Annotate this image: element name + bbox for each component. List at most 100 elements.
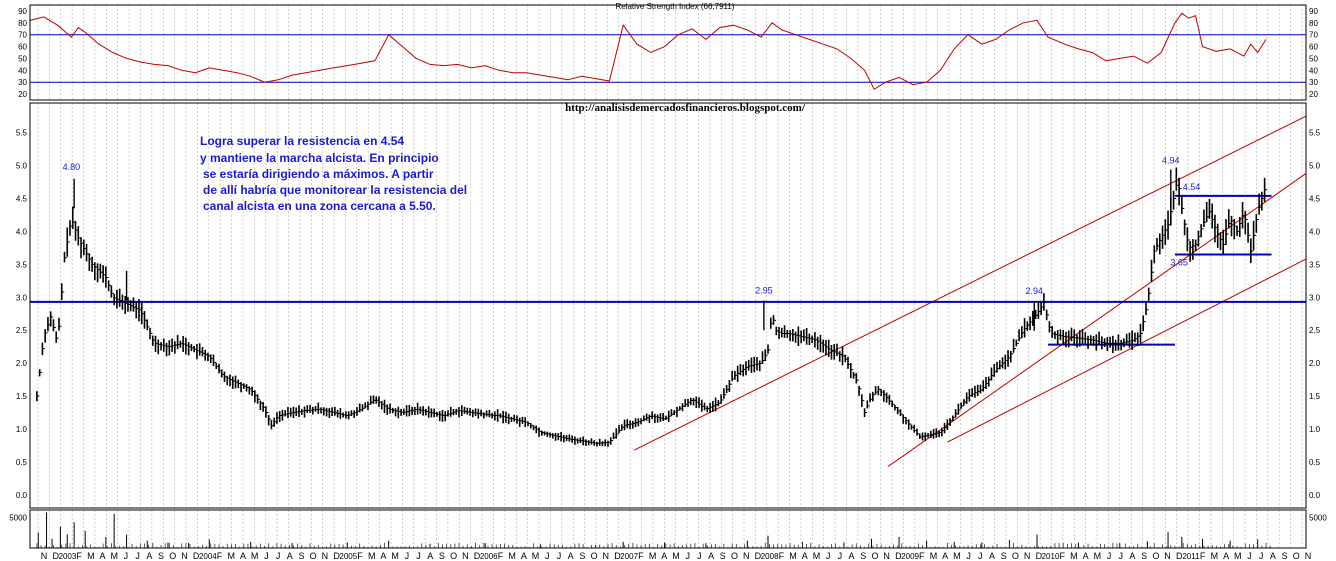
- rsi-tick-label: 40: [1309, 66, 1318, 75]
- x-tick-label: F: [1059, 551, 1065, 561]
- level-annotation: 4.80: [63, 162, 81, 172]
- x-tick-label: M: [1211, 551, 1219, 561]
- x-tick-label: J: [1118, 551, 1123, 561]
- x-tick-label: A: [380, 551, 386, 561]
- x-tick-label: J: [966, 551, 971, 561]
- price-bars: [36, 167, 1268, 447]
- level-annotation: 3.65: [1170, 258, 1188, 268]
- price-tick-label: 2.0: [16, 359, 28, 368]
- price-tick-label: 5.5: [16, 129, 28, 138]
- x-tick-label: S: [720, 551, 726, 561]
- rsi-tick-label: 30: [1309, 78, 1318, 87]
- price-panel: 5.5 5.0 4.5 4.0 3.5 3.0 2.5 2.0 1.5 1.0 0.5 0.0 5.5…: [16, 102, 1321, 508]
- price-tick-label: 4.0: [1309, 227, 1321, 236]
- rsi-tick-label: 90: [18, 7, 27, 16]
- price-tick-label: 3.0: [1309, 293, 1321, 302]
- level-annotation: 4.94: [1162, 156, 1180, 166]
- x-tick-label: N: [462, 551, 469, 561]
- x-tick-label: F: [357, 551, 363, 561]
- price-tick-label: 0.5: [16, 458, 28, 467]
- x-tick-label: S: [579, 551, 585, 561]
- price-tick-label: 3.5: [16, 260, 28, 269]
- x-tick-label: N: [181, 551, 188, 561]
- x-tick-label: N: [41, 551, 48, 561]
- price-tick-label: 1.0: [16, 425, 28, 434]
- rsi-tick-label: 50: [18, 54, 27, 63]
- x-tick-label: S: [158, 551, 164, 561]
- rsi-right-ticks: 90 80 70 60 50 40 30 20: [1309, 7, 1318, 99]
- comment-line-3: se estaría dirigiendo a máximos. A parti…: [203, 167, 434, 181]
- x-tick-label: J: [826, 551, 831, 561]
- x-tick-label: S: [1282, 551, 1288, 561]
- price-tick-label: 1.5: [1309, 392, 1321, 401]
- x-tick-label: 2004: [199, 552, 217, 561]
- x-tick-label: M: [1094, 551, 1102, 561]
- x-tick-label: O: [731, 551, 738, 561]
- rsi-tick-label: 60: [18, 43, 27, 52]
- price-tick-label: 5.0: [1309, 162, 1321, 171]
- x-tick-label: M: [1234, 551, 1242, 561]
- price-tick-label: 4.5: [16, 194, 28, 203]
- x-tick-label: A: [708, 551, 714, 561]
- price-tick-label: 1.0: [1309, 425, 1321, 434]
- x-tick-label: A: [942, 551, 948, 561]
- x-tick-label: N: [883, 551, 890, 561]
- x-tick-label: O: [169, 551, 176, 561]
- x-tick-label: M: [228, 551, 236, 561]
- x-tick-label: J: [276, 551, 281, 561]
- channel-trendlines: [633, 115, 1307, 467]
- rsi-panel: Relative Strength Index (66,7911) 90 80 70…: [18, 2, 1318, 100]
- x-tick-label: J: [416, 551, 421, 561]
- x-tick-label: A: [521, 551, 527, 561]
- price-tick-label: 0.0: [1309, 491, 1321, 500]
- x-tick-label: M: [87, 551, 95, 561]
- blog-url: http://analisisdemercadosfinancieros.blo…: [565, 102, 806, 114]
- x-tick-label: A: [100, 551, 106, 561]
- x-tick-label: A: [427, 551, 433, 561]
- volume-right-ticks: 5000: [1309, 513, 1327, 522]
- price-tick-label: 2.5: [16, 326, 28, 335]
- x-tick-label: J: [685, 551, 690, 561]
- x-tick-label: N: [322, 551, 329, 561]
- x-tick-label: A: [240, 551, 246, 561]
- rsi-tick-label: 70: [1309, 31, 1318, 40]
- level-annotation: 2.94: [1025, 286, 1043, 296]
- x-tick-label: 2008: [761, 552, 779, 561]
- rsi-tick-label: 20: [1309, 90, 1318, 99]
- x-tick-label: M: [1070, 551, 1078, 561]
- x-tick-label: D: [614, 551, 621, 561]
- x-tick-label: J: [1247, 551, 1252, 561]
- volume-tick-label: 5000: [9, 513, 27, 522]
- x-tick-label: M: [953, 551, 961, 561]
- level-annotation: 4.54: [1183, 182, 1201, 192]
- x-tick-label: D: [474, 551, 481, 561]
- volume-frame: [29, 509, 1307, 549]
- price-tick-label: 5.5: [1309, 129, 1321, 138]
- x-tick-label: A: [1223, 551, 1229, 561]
- x-tick-label: M: [672, 551, 680, 561]
- x-tick-label: A: [989, 551, 995, 561]
- x-tick-label: J: [1259, 551, 1264, 561]
- x-tick-label: D: [1176, 551, 1183, 561]
- x-tick-label: A: [568, 551, 574, 561]
- x-tick-label: M: [813, 551, 821, 561]
- x-tick-label: M: [930, 551, 938, 561]
- x-tick-label: J: [978, 551, 983, 561]
- x-tick-label: F: [1200, 551, 1206, 561]
- price-tick-label: 4.5: [1309, 194, 1321, 203]
- x-tick-label: S: [1001, 551, 1007, 561]
- x-tick-label: A: [802, 551, 808, 561]
- x-tick-label: F: [638, 551, 644, 561]
- rsi-tick-label: 60: [1309, 43, 1318, 52]
- x-tick-label: N: [743, 551, 750, 561]
- rsi-bands: [30, 34, 1306, 83]
- rsi-tick-label: 40: [18, 66, 27, 75]
- x-tick-label: F: [217, 551, 223, 561]
- panel-frames: [29, 4, 1307, 549]
- x-tick-label: F: [779, 551, 785, 561]
- rsi-tick-label: 20: [18, 90, 27, 99]
- x-tick-label: A: [1129, 551, 1135, 561]
- price-tick-label: 0.5: [1309, 458, 1321, 467]
